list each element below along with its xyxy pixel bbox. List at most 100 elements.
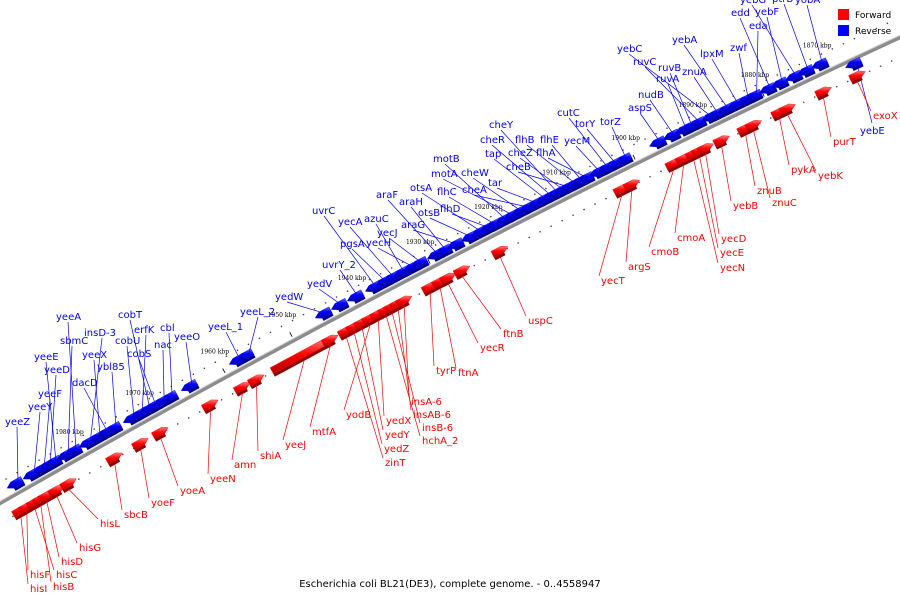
gene-glyph (104, 420, 123, 434)
gene-glyph-shade (851, 77, 863, 85)
gene-label: znuC (772, 198, 797, 209)
gene-mtfA: mtfA (309, 334, 339, 438)
tick-label: 1930 kbp (406, 239, 435, 246)
gene-leader (444, 163, 507, 221)
position-dot (572, 214, 574, 216)
gene-leader (439, 287, 457, 369)
position-dot (787, 68, 790, 71)
gene-label: insA-6 (411, 397, 442, 408)
position-dot (434, 244, 437, 246)
gene-leader (343, 324, 371, 411)
position-dot (864, 32, 867, 35)
gene-label: ptrB (772, 0, 793, 5)
gene-label: cheB (506, 162, 531, 173)
gene-glyph-shade (670, 135, 682, 143)
gene-yeeL_2: yeeL_2 (236, 307, 275, 363)
gene-label: insB-6 (422, 423, 453, 434)
gene-leader (168, 332, 173, 398)
gene-leader (500, 129, 559, 194)
gene-glyph-shade (656, 141, 668, 150)
gene-glyph-shade (72, 449, 84, 458)
gene-leader (496, 187, 539, 204)
gene-glyph-shade (204, 405, 217, 415)
gene-leader (111, 371, 117, 429)
gene-glyph (232, 382, 251, 395)
gene-glyph (438, 272, 457, 285)
gene-leader (461, 276, 502, 330)
gene-label: yecH (366, 238, 391, 249)
gene-glyph-shade (14, 482, 26, 491)
position-dot (846, 80, 849, 83)
gene-label: zwf (730, 43, 747, 54)
gene-yebG: yebG (740, 0, 804, 84)
gene-glyph-shade (468, 236, 480, 245)
gene-glyph-shade (322, 312, 334, 321)
gene-label: argS (628, 262, 651, 273)
gene-leader (499, 256, 527, 317)
gene-label: flhA (536, 148, 556, 159)
position-dot (203, 367, 206, 370)
gene-leader (547, 157, 589, 179)
gene-yoeF: yoeF (131, 438, 175, 509)
gene-glyph-shade (324, 341, 336, 350)
gene-label: yeeZ (5, 417, 30, 428)
position-dot (649, 175, 651, 178)
gene-label: exoX (873, 111, 898, 122)
gene-shiA: shiA (246, 374, 281, 462)
gene-glyph (180, 378, 199, 392)
gene-label: yecJ (377, 228, 398, 239)
position-dot (148, 397, 151, 400)
gene-glyph-shade (804, 70, 816, 79)
gene-label: cobU (115, 336, 140, 347)
gene-leader (448, 196, 497, 226)
gene-pykA: pykA (770, 107, 816, 176)
position-dot (868, 70, 871, 73)
position-dot (121, 453, 124, 456)
gene-yedW: yedW (275, 292, 334, 321)
position-dot (677, 122, 679, 124)
gene-glyph-shade (766, 88, 778, 97)
gene-nudB: nudB (638, 90, 682, 143)
position-dot (550, 225, 552, 228)
gene-label: yecR (480, 343, 505, 354)
gene-glyph (744, 119, 762, 132)
position-dot (743, 89, 746, 92)
gene-glyph (696, 143, 714, 155)
gene-leader (126, 345, 135, 419)
gene-label: yebE (860, 126, 885, 137)
position-dot (523, 198, 525, 201)
gene-tyrP: tyrP (420, 282, 456, 377)
gene-glyph (314, 306, 333, 319)
gene-leader (43, 398, 51, 469)
gene-label: znuA (682, 67, 707, 78)
gene-leader (345, 337, 384, 459)
position-dot (589, 165, 591, 168)
position-dot (445, 238, 448, 241)
gene-leader (56, 495, 78, 544)
gene-yedV: yedV (307, 279, 350, 313)
position-dot (236, 349, 239, 352)
gene-leader (721, 146, 732, 202)
gene-leader (34, 508, 55, 571)
gene-leader (385, 315, 421, 437)
gene-leader (388, 237, 423, 264)
tick-mark (427, 259, 431, 264)
gene-leader (451, 213, 491, 229)
gene-leader (377, 320, 385, 417)
gene-label: yedX (386, 416, 411, 427)
gene-glyph-shade (781, 110, 793, 118)
position-dot (335, 296, 338, 298)
gene-leader (256, 385, 259, 452)
gene-label: otsB (418, 208, 440, 219)
gene-label: cutC (557, 108, 580, 119)
gene-glyph-shade (338, 304, 350, 313)
gene-cmoA: cmoA (674, 153, 705, 244)
gene-leader (231, 392, 243, 461)
gene-label: uvrY_2 (322, 260, 356, 271)
tick-label: 1960 kbp (201, 349, 230, 356)
gene-label: cobT (118, 310, 143, 321)
genome-backbone-highlight (0, 34, 900, 502)
position-dot (802, 101, 805, 104)
gene-glyph-shade (615, 190, 628, 199)
